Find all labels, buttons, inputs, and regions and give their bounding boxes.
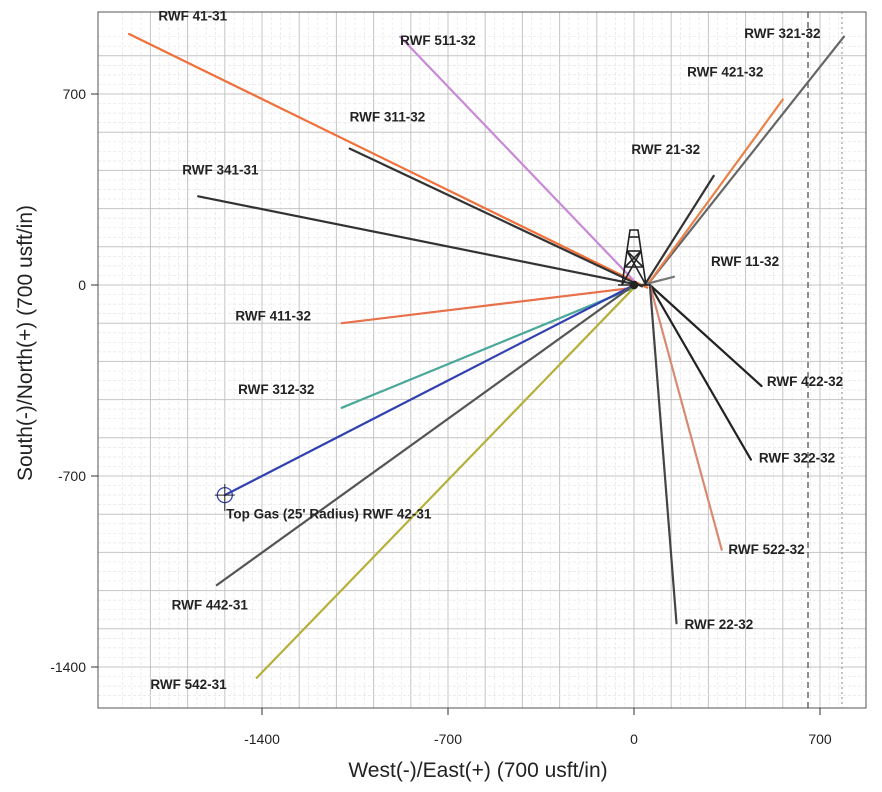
well-label-layer: RWF 41-31 RWF 511-32 RWF 321-32 RWF 421-32 R… bbox=[150, 8, 843, 692]
well-path-rwf-511-32 bbox=[399, 35, 638, 285]
x-axis-title: West(-)/East(+) (700 usft/in) bbox=[348, 759, 607, 782]
drilling-rig-icon bbox=[618, 229, 650, 290]
well-path-rwf-322-32 bbox=[648, 283, 753, 461]
x-tick-label: -700 bbox=[434, 731, 462, 747]
x-tick-label: 0 bbox=[630, 731, 638, 747]
well-path-rwf-11-32 bbox=[640, 275, 676, 287]
well-label: RWF 311-32 bbox=[350, 109, 426, 124]
y-axis-title: South(-)/North(+) (700 usft/in) bbox=[14, 205, 37, 481]
tick-label-layer: -1400 -700 0 700 -1400 -700 0 700 bbox=[50, 86, 832, 747]
rig-tower bbox=[618, 229, 650, 290]
x-tick-label: -1400 bbox=[244, 731, 280, 747]
well-path-rwf-321-32 bbox=[646, 35, 846, 287]
well-path-rwf-442-31 bbox=[215, 283, 636, 587]
y-tick-label: 700 bbox=[63, 86, 87, 102]
rig-brace bbox=[626, 250, 647, 286]
well-path-rwf-41-31 bbox=[128, 32, 649, 289]
well-path-rwf-411-32 bbox=[340, 286, 636, 325]
well-label: RWF 442-31 bbox=[172, 598, 249, 613]
grid-layer bbox=[98, 12, 866, 708]
plot-frame bbox=[97, 11, 867, 709]
well-label: RWF 522-32 bbox=[728, 542, 804, 557]
well-label: RWF 21-32 bbox=[631, 142, 700, 157]
rig-brace bbox=[621, 250, 642, 286]
well-path-rwf-422-32 bbox=[648, 283, 763, 388]
well-label: RWF 22-32 bbox=[684, 617, 753, 632]
well-path-rwf-311-32 bbox=[348, 147, 644, 288]
well-path-rwf-542-31 bbox=[255, 286, 636, 680]
y-tick-label: 0 bbox=[78, 277, 86, 293]
well-path-rwf-21-32 bbox=[643, 174, 715, 287]
well-path-rwf-22-32 bbox=[648, 283, 678, 625]
well-label: RWF 411-32 bbox=[235, 308, 311, 323]
well-label: RWF 421-32 bbox=[687, 64, 763, 79]
y-tick-label: -1400 bbox=[50, 659, 86, 675]
well-path-top-gas-25-radius-rwf-42-31 bbox=[223, 283, 636, 497]
rig-brace bbox=[624, 250, 642, 268]
well-label: RWF 41-31 bbox=[158, 8, 227, 23]
plot-border bbox=[97, 11, 867, 709]
well-label: RWF 11-32 bbox=[711, 254, 779, 269]
well-label: RWF 511-32 bbox=[400, 33, 476, 48]
well-path-rwf-312-32 bbox=[340, 286, 636, 409]
rig-legs bbox=[621, 229, 647, 286]
series-layer bbox=[128, 32, 846, 680]
well-label: RWF 322-32 bbox=[759, 450, 835, 465]
well-path-rwf-421-32 bbox=[646, 98, 784, 287]
rig-wellhead bbox=[629, 280, 639, 290]
well-label: RWF 341-31 bbox=[182, 162, 259, 177]
well-label: RWF 422-32 bbox=[767, 374, 843, 389]
x-tick-label: 700 bbox=[808, 731, 832, 747]
well-label: Top Gas (25' Radius) RWF 42-31 bbox=[226, 506, 432, 521]
well-label: RWF 542-31 bbox=[150, 677, 227, 692]
y-tick-label: -700 bbox=[58, 468, 86, 484]
well-label: RWF 312-32 bbox=[238, 382, 314, 397]
target-marker-icon bbox=[214, 484, 235, 512]
well-path-rwf-522-32 bbox=[648, 283, 723, 551]
rig-brace bbox=[626, 250, 644, 268]
well-path-rwf-341-31 bbox=[197, 195, 641, 287]
well-label: RWF 321-32 bbox=[744, 26, 820, 41]
